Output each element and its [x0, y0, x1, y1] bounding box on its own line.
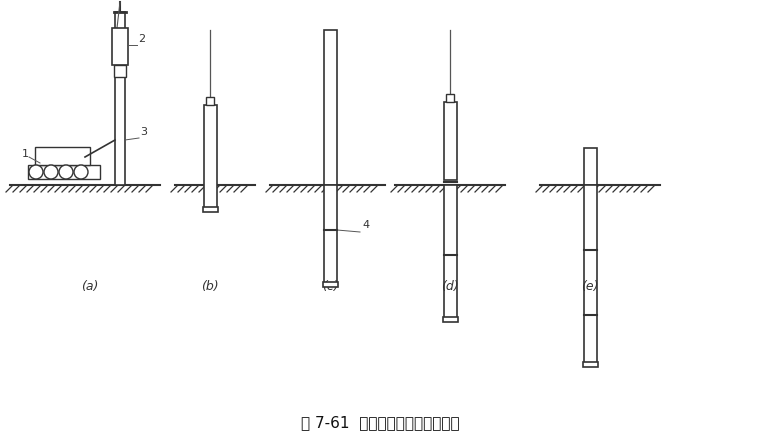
Text: (e): (e)	[581, 280, 599, 293]
Bar	[202, 207, 217, 212]
Bar	[35, 147, 90, 165]
Bar	[444, 255, 457, 320]
Bar	[442, 317, 458, 322]
Bar	[112, 28, 128, 65]
Circle shape	[59, 165, 73, 179]
Text: (a): (a)	[81, 280, 99, 293]
Bar	[206, 97, 214, 105]
Text: 4: 4	[362, 220, 369, 230]
Bar	[322, 282, 337, 287]
Bar	[324, 30, 337, 185]
Bar	[204, 105, 217, 210]
Bar	[446, 94, 454, 102]
Bar	[115, 12, 125, 185]
Text: 2: 2	[138, 34, 145, 44]
Bar	[584, 250, 597, 315]
Circle shape	[29, 165, 43, 179]
Bar	[114, 65, 126, 77]
Text: (b): (b)	[201, 280, 219, 293]
Bar	[444, 185, 457, 255]
Bar	[324, 185, 337, 285]
Text: 1: 1	[22, 149, 29, 159]
Bar	[28, 165, 100, 179]
Text: 3: 3	[140, 127, 147, 137]
Bar	[584, 185, 597, 250]
Bar	[584, 148, 597, 185]
Bar	[582, 362, 597, 367]
Text: (d): (d)	[442, 280, 459, 293]
Bar	[444, 102, 457, 180]
Text: 图 7-61  预应力管桩施工工艺流程: 图 7-61 预应力管桩施工工艺流程	[301, 415, 459, 430]
Text: (c): (c)	[321, 280, 338, 293]
Circle shape	[44, 165, 58, 179]
Bar	[584, 315, 597, 365]
Circle shape	[74, 165, 88, 179]
